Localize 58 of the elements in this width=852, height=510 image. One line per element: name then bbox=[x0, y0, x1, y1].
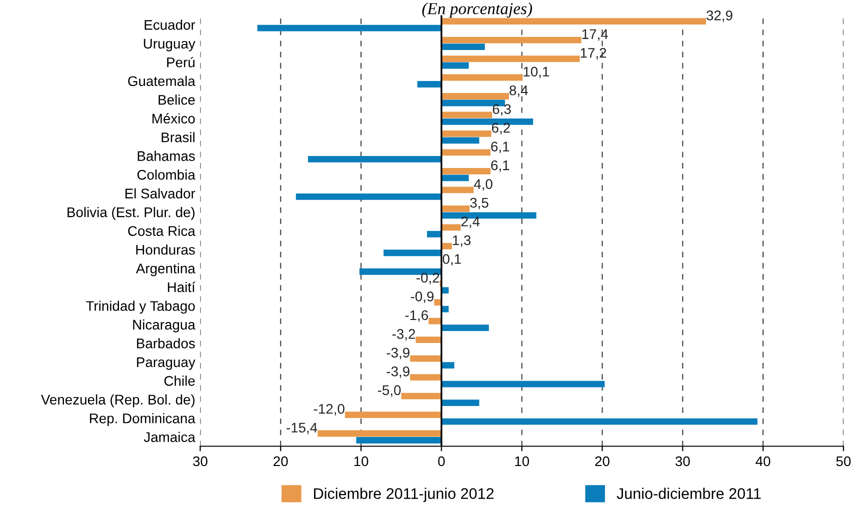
x-tick-label: 20 bbox=[595, 456, 610, 466]
data-label: -3,9 bbox=[386, 366, 410, 378]
data-label: 6,1 bbox=[491, 160, 510, 172]
data-label: 17,2 bbox=[580, 48, 606, 60]
data-label: 4,0 bbox=[474, 179, 492, 191]
data-label: 17,4 bbox=[582, 29, 608, 41]
data-label: -5,0 bbox=[378, 385, 401, 397]
y-tick-label: Guatemala bbox=[128, 76, 196, 86]
y-tick-label: Perú bbox=[167, 56, 194, 68]
y-tick-label: Ecuador bbox=[144, 20, 196, 30]
data-label: -3,2 bbox=[392, 329, 416, 341]
y-tick-label: Paraguay bbox=[137, 357, 196, 370]
y-tick-label: Trinidad y Tabago bbox=[86, 300, 195, 314]
y-tick-label: Colombia bbox=[137, 170, 196, 180]
x-tick-label: 10 bbox=[354, 456, 368, 466]
y-tick-label: Bahamas bbox=[138, 150, 195, 161]
y-tick-label: México bbox=[152, 113, 195, 124]
y-tick-label: Venezuela (Rep. Bol. de) bbox=[41, 394, 195, 408]
data-label: 32,9 bbox=[706, 10, 732, 22]
data-label: -12,0 bbox=[314, 404, 344, 416]
y-tick-label: Barbados bbox=[137, 338, 195, 348]
y-tick-label: Haití bbox=[168, 282, 196, 292]
data-label: 6,1 bbox=[491, 142, 510, 154]
y-tick-label: Honduras bbox=[136, 244, 195, 255]
y-tick-label: Nicaragua bbox=[133, 319, 196, 332]
x-tick-label: 50 bbox=[836, 456, 851, 466]
data-label: 0,1 bbox=[442, 254, 461, 266]
y-tick-label: Chile bbox=[164, 376, 195, 386]
data-label: -1,6 bbox=[405, 310, 428, 322]
x-tick-label: 20 bbox=[274, 456, 288, 466]
chart-title: (En porcentajes) bbox=[422, 2, 532, 18]
data-label: 2,4 bbox=[461, 216, 480, 228]
y-tick-label: Bolivia (Est. Plur. de) bbox=[68, 207, 194, 220]
data-label: 6,3 bbox=[492, 104, 511, 116]
y-tick-label: Costa Rica bbox=[128, 226, 196, 236]
x-tick-label: 10 bbox=[515, 456, 530, 466]
data-label: -0,9 bbox=[410, 292, 434, 304]
y-tick-label: Brasil bbox=[162, 132, 194, 142]
data-label: -3,9 bbox=[386, 348, 410, 360]
data-label: 6,2 bbox=[492, 122, 510, 134]
data-label: 10,1 bbox=[524, 66, 550, 78]
x-tick-label: 30 bbox=[193, 456, 208, 466]
legend-label: Diciembre 2011-junio 2012 bbox=[314, 488, 494, 502]
y-tick-label: Uruguay bbox=[144, 38, 196, 52]
data-label: -15,4 bbox=[286, 422, 318, 434]
y-tick-label: Rep. Dominicana bbox=[90, 413, 196, 426]
data-label: 3,5 bbox=[470, 198, 488, 210]
y-tick-label: El Salvador bbox=[125, 188, 196, 198]
data-label: -0,2 bbox=[416, 272, 440, 284]
x-tick-label: 40 bbox=[756, 456, 770, 466]
data-label: 8,4 bbox=[510, 85, 528, 97]
legend-label: Junio-diciembre 2011 bbox=[616, 488, 761, 499]
y-tick-label: Argentina bbox=[136, 263, 196, 276]
x-tick-label: 30 bbox=[675, 456, 690, 466]
data-label: 1,3 bbox=[452, 235, 471, 247]
x-tick-label: 0 bbox=[438, 456, 445, 466]
y-tick-label: Belice bbox=[158, 94, 195, 105]
y-tick-label: Jamaica bbox=[144, 432, 196, 442]
